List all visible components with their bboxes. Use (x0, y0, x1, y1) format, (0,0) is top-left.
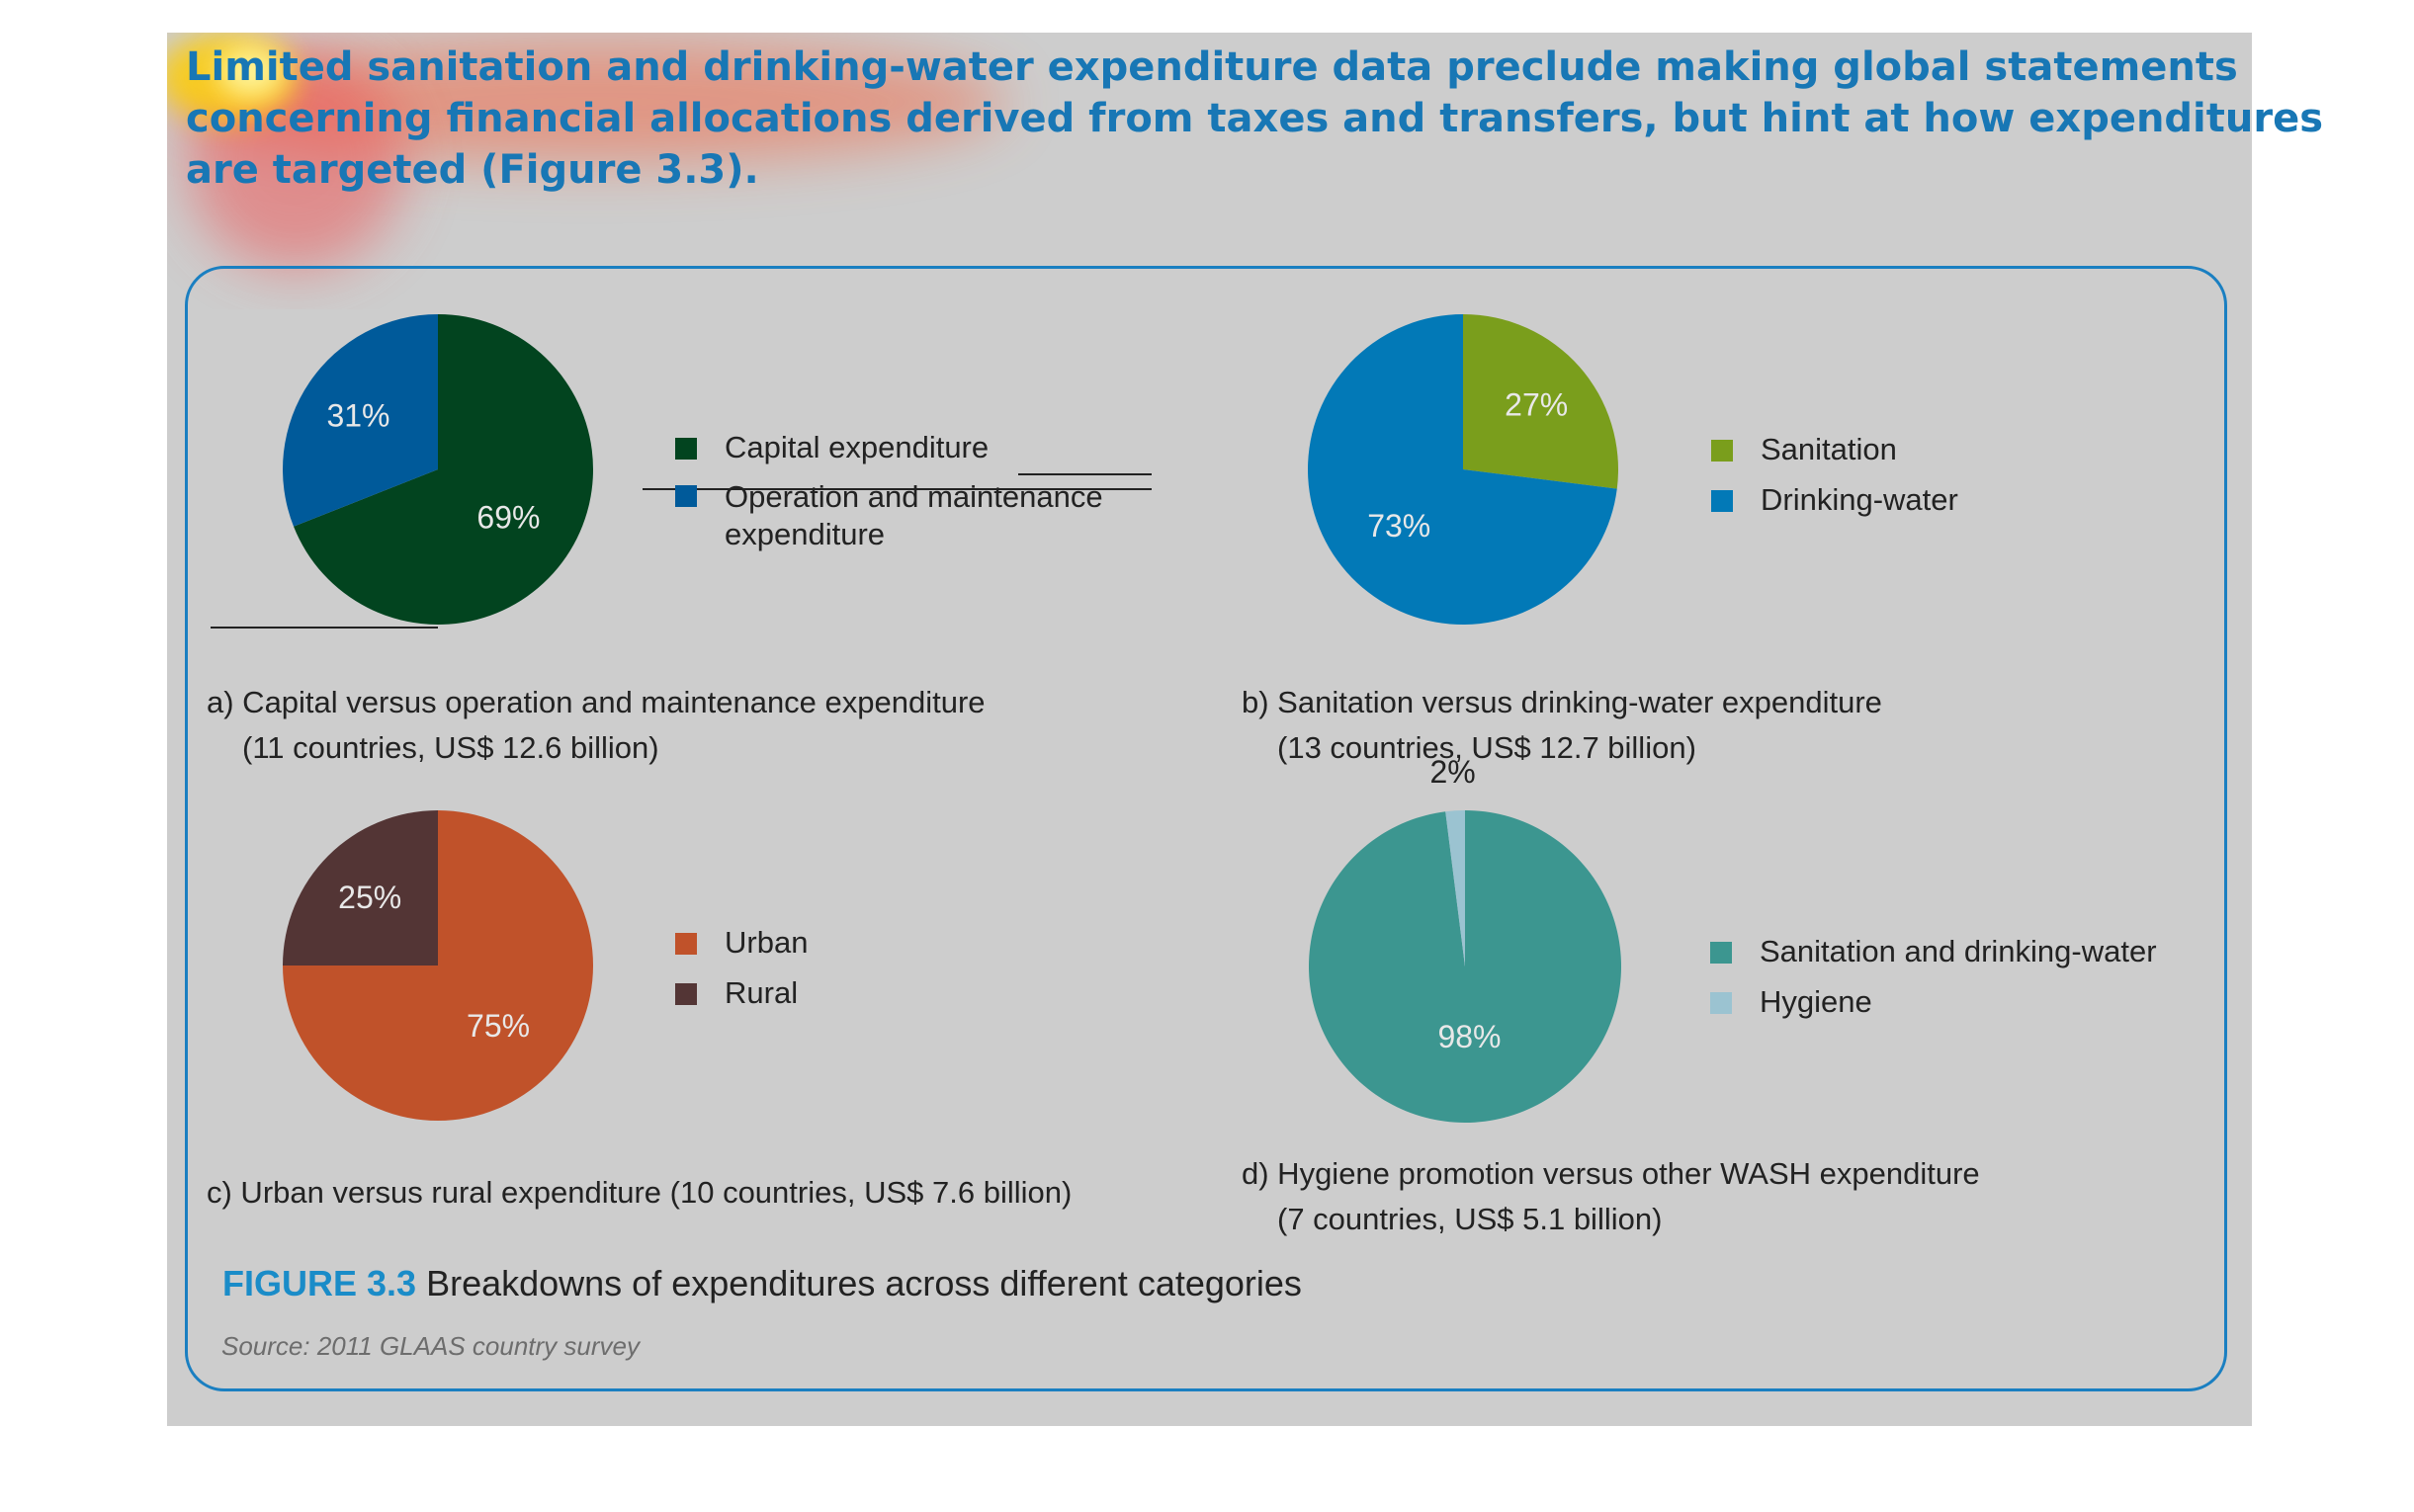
legend-item: Urban (675, 917, 808, 967)
pie-slice-b-1 (1463, 314, 1618, 489)
pie-chart-a: 69% 31% (283, 314, 593, 625)
legend-label: Capital expenditure (725, 430, 990, 464)
legend-a: Capital expenditure Operation and mainte… (675, 422, 1140, 553)
pie-value-label-a-2: 31% (326, 397, 389, 433)
pie-slice-b-2 (1308, 314, 1617, 625)
legend-label: Sanitation (1761, 432, 1897, 466)
legend-c: Urban Rural (675, 917, 808, 1018)
legend-label: Sanitation and drinking-water (1760, 934, 2157, 968)
legend-item: Hygiene (1710, 976, 2157, 1027)
pie-chart-b: 27% 73% (1308, 314, 1618, 625)
legend-swatch (675, 933, 697, 955)
pie-chart-d: 98% 2% (1308, 754, 1621, 1123)
figure-title: FIGURE 3.3 Breakdowns of expenditures ac… (222, 1263, 1302, 1304)
legend-swatch (675, 983, 697, 1005)
pie-value-label-b-2: 73% (1367, 508, 1430, 544)
legend-swatch (1711, 490, 1733, 512)
legend-item: Sanitation and drinking-water (1710, 926, 2157, 976)
intro-line: Limited sanitation and drinking-water ex… (186, 44, 2238, 90)
figure-title-text: Breakdowns of expenditures across differ… (426, 1263, 1302, 1303)
legend-label: Operation and maintenance expenditure (725, 479, 1103, 551)
legend-label: Drinking-water (1761, 482, 1958, 517)
legend-item: Rural (675, 967, 808, 1018)
legend-label: Hygiene (1760, 984, 1872, 1019)
legend-item: Drinking-water (1711, 474, 1958, 525)
caption-b: b) Sanitation versus drinking-water expe… (1242, 680, 1882, 771)
pie-value-label-c-1: 75% (467, 1008, 530, 1044)
caption-d: d) Hygiene promotion versus other WASH e… (1242, 1151, 1980, 1242)
pie-value-label-c-2: 25% (338, 880, 401, 915)
pie-slice-a-2 (283, 314, 438, 527)
pie-slice-d-2 (1445, 810, 1465, 966)
caption-line: (13 countries, US$ 12.7 billion) (1277, 730, 1696, 765)
pie-slice-c-2 (283, 810, 438, 966)
intro-paragraph: Limited sanitation and drinking-water ex… (186, 42, 2324, 196)
figure-panel (185, 266, 2227, 1391)
legend-swatch (675, 485, 697, 507)
legend-swatch (1710, 942, 1732, 964)
legend-swatch (1711, 440, 1733, 462)
legend-swatch (675, 438, 697, 460)
caption-line: b) Sanitation versus drinking-water expe… (1242, 685, 1882, 719)
intro-line: are targeted (Figure 3.3). (186, 147, 759, 193)
pie-chart-c: 75% 25% (283, 810, 593, 1121)
legend-d: Sanitation and drinking-water Hygiene (1710, 926, 2157, 1027)
caption-line: a) Capital versus operation and maintena… (207, 685, 986, 719)
pie-slice-d-1 (1308, 810, 1621, 1123)
pie-slice-a-1 (294, 314, 593, 625)
pie-value-label-d-2: 2% (1429, 754, 1475, 790)
legend-label: Rural (725, 975, 799, 1010)
caption-line: (7 countries, US$ 5.1 billion) (1277, 1202, 1663, 1236)
pie-value-label-d-1: 98% (1437, 1019, 1501, 1054)
legend-item: Sanitation (1711, 424, 1958, 474)
intro-line: concerning financial allocations derived… (186, 96, 2324, 141)
pie-value-label-a-1: 69% (476, 500, 540, 536)
pie-value-label-b-1: 27% (1505, 387, 1568, 423)
caption-line: (11 countries, US$ 12.6 billion) (242, 730, 659, 765)
legend-label: Urban (725, 925, 809, 960)
legend-item: Operation and maintenance expenditure (675, 472, 1140, 553)
caption-line: d) Hygiene promotion versus other WASH e… (1242, 1156, 1980, 1191)
page-background (167, 33, 2252, 1426)
legend-swatch (1710, 992, 1732, 1014)
legend-item: Capital expenditure (675, 422, 1140, 472)
caption-line: c) Urban versus rural expenditure (10 co… (207, 1175, 1073, 1210)
caption-c: c) Urban versus rural expenditure (10 co… (207, 1170, 1072, 1216)
caption-a: a) Capital versus operation and maintena… (207, 680, 986, 771)
figure-source: Source: 2011 GLAAS country survey (221, 1331, 640, 1361)
legend-b: Sanitation Drinking-water (1711, 424, 1958, 525)
figure-label: FIGURE 3.3 (222, 1263, 417, 1303)
